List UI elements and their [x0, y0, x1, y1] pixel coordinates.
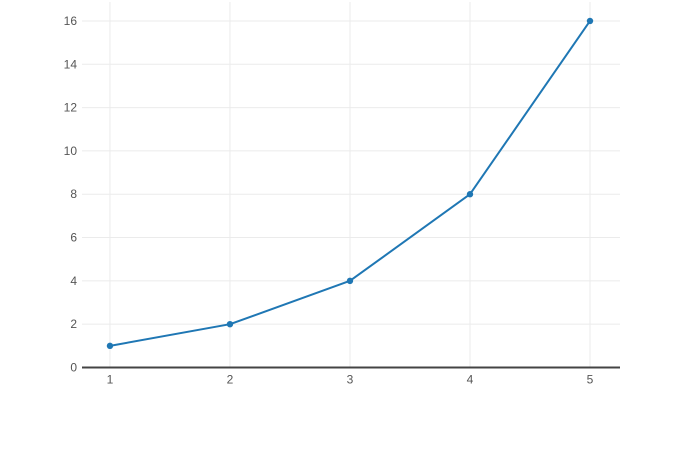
y-tick-label: 8	[70, 187, 77, 201]
y-tick-labels: 0 2 4 6 8 10 12 14 16	[64, 14, 78, 375]
data-point[interactable]	[226, 320, 234, 328]
x-tick-label: 1	[107, 373, 114, 387]
plot-area[interactable]	[82, 2, 620, 368]
x-tick-label: 2	[227, 373, 234, 387]
y-gridlines	[82, 20, 620, 325]
x-tick-label: 4	[467, 373, 474, 387]
y-tick-label: 0	[70, 361, 77, 375]
data-point[interactable]	[586, 17, 594, 25]
y-tick-label: 12	[64, 101, 78, 115]
y-tick-label: 4	[70, 274, 77, 288]
data-point[interactable]	[466, 191, 474, 198]
y-tick-label: 2	[70, 317, 77, 331]
data-points	[106, 17, 594, 350]
data-point[interactable]	[346, 277, 354, 285]
x-tick-labels: 1 2 3 4 5	[107, 373, 594, 387]
y-tick-label: 14	[64, 57, 78, 71]
x-tick-label: 3	[347, 373, 354, 387]
y-tick-label: 6	[70, 231, 77, 245]
x-gridlines	[109, 2, 591, 368]
y-tick-label: 16	[64, 14, 78, 28]
y-tick-label: 10	[64, 144, 78, 158]
x-tick-label: 5	[587, 373, 594, 387]
data-point[interactable]	[106, 342, 114, 350]
